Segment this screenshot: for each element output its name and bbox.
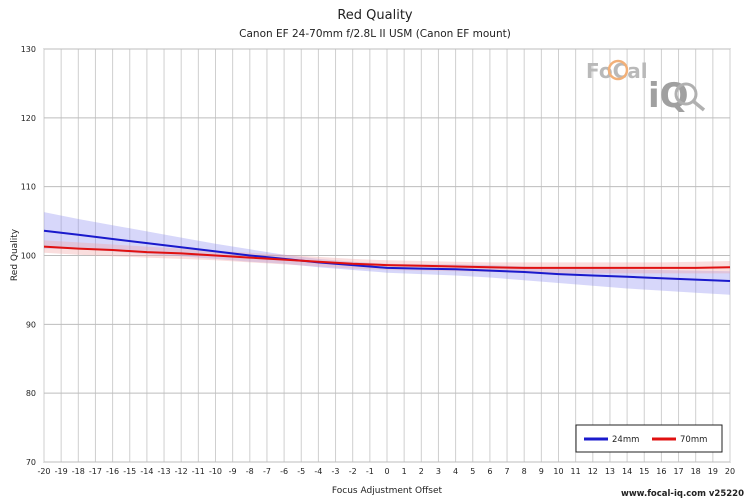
x-tick-label: 0 [384,467,389,476]
x-tick-label: -7 [263,467,271,476]
y-tick-label: 80 [26,389,36,398]
grid-lines [43,48,731,463]
x-tick-label: -10 [209,467,222,476]
x-tick-label: -18 [72,467,85,476]
x-tick-label: 4 [453,467,458,476]
x-tick-label: -17 [89,467,102,476]
y-tick-label: 90 [26,320,36,329]
x-tick-label: -15 [123,467,136,476]
focal-iq-logo: FoCal iQ [586,59,706,116]
x-tick-label: 17 [673,467,683,476]
x-tick-label: 7 [505,467,510,476]
y-tick-label: 120 [21,114,36,123]
x-tick-label: 8 [522,467,527,476]
x-tick-label: 2 [419,467,424,476]
x-tick-label: 5 [470,467,475,476]
y-tick-label: 100 [21,252,36,261]
x-tick-label: -14 [140,467,153,476]
x-tick-label: -1 [366,467,374,476]
x-tick-label: -8 [246,467,254,476]
legend-label-70mm: 70mm [680,435,707,445]
x-tick-label: -2 [349,467,357,476]
x-tick-label: -5 [297,467,305,476]
x-tick-label: -16 [106,467,119,476]
chart-title: Red Quality [337,8,413,23]
x-tick-label: -4 [314,467,322,476]
x-tick-label: 11 [571,467,581,476]
y-tick-label: 130 [21,45,36,54]
x-axis-label: Focus Adjustment Offset [332,486,443,496]
y-axis-label: Red Quality [10,228,20,281]
legend: 24mm 70mm [575,424,723,453]
logo-ring [607,59,629,81]
x-tick-label: 6 [487,467,492,476]
logo-text-bottom: iQ [648,76,689,116]
x-tick-label: -12 [175,467,188,476]
x-tick-label: 1 [402,467,407,476]
x-tick-label: -6 [280,467,288,476]
x-tick-label: -9 [229,467,237,476]
x-tick-label: -11 [192,467,205,476]
x-tick-label: -13 [158,467,171,476]
logo-magnifier-handle [691,99,706,112]
x-tick-label: -19 [55,467,68,476]
x-tick-label: 12 [588,467,598,476]
x-tick-label: 10 [553,467,563,476]
x-tick-label: 3 [436,467,441,476]
y-tick-label: 70 [26,458,36,467]
chart-subtitle: Canon EF 24-70mm f/2.8L II USM (Canon EF… [239,28,511,40]
band-70mm [44,240,730,274]
x-tick-label: 9 [539,467,544,476]
x-tick-label: 19 [708,467,718,476]
series-line-24mm [43,229,731,282]
x-tick-label: 14 [622,467,632,476]
x-tick-label: 16 [656,467,666,476]
x-tick-label: -20 [37,467,50,476]
credit-text: www.focal-iq.com v25220 [621,489,744,499]
x-tick-label: 15 [639,467,649,476]
tick-labels: -20 -19 -18 -17 -16 -15 -14 -13 -12 -11 -10 -9 -8 -7-… [21,45,735,476]
series-lines [43,229,731,282]
legend-label-24mm: 24mm [612,435,639,445]
series-line-70mm [43,245,731,269]
y-tick-label: 110 [21,183,36,192]
x-tick-label: 20 [725,467,735,476]
x-tick-label: 13 [605,467,615,476]
x-tick-label: 18 [691,467,701,476]
x-tick-label: -3 [332,467,340,476]
logo-magnifier-icon [674,82,698,106]
